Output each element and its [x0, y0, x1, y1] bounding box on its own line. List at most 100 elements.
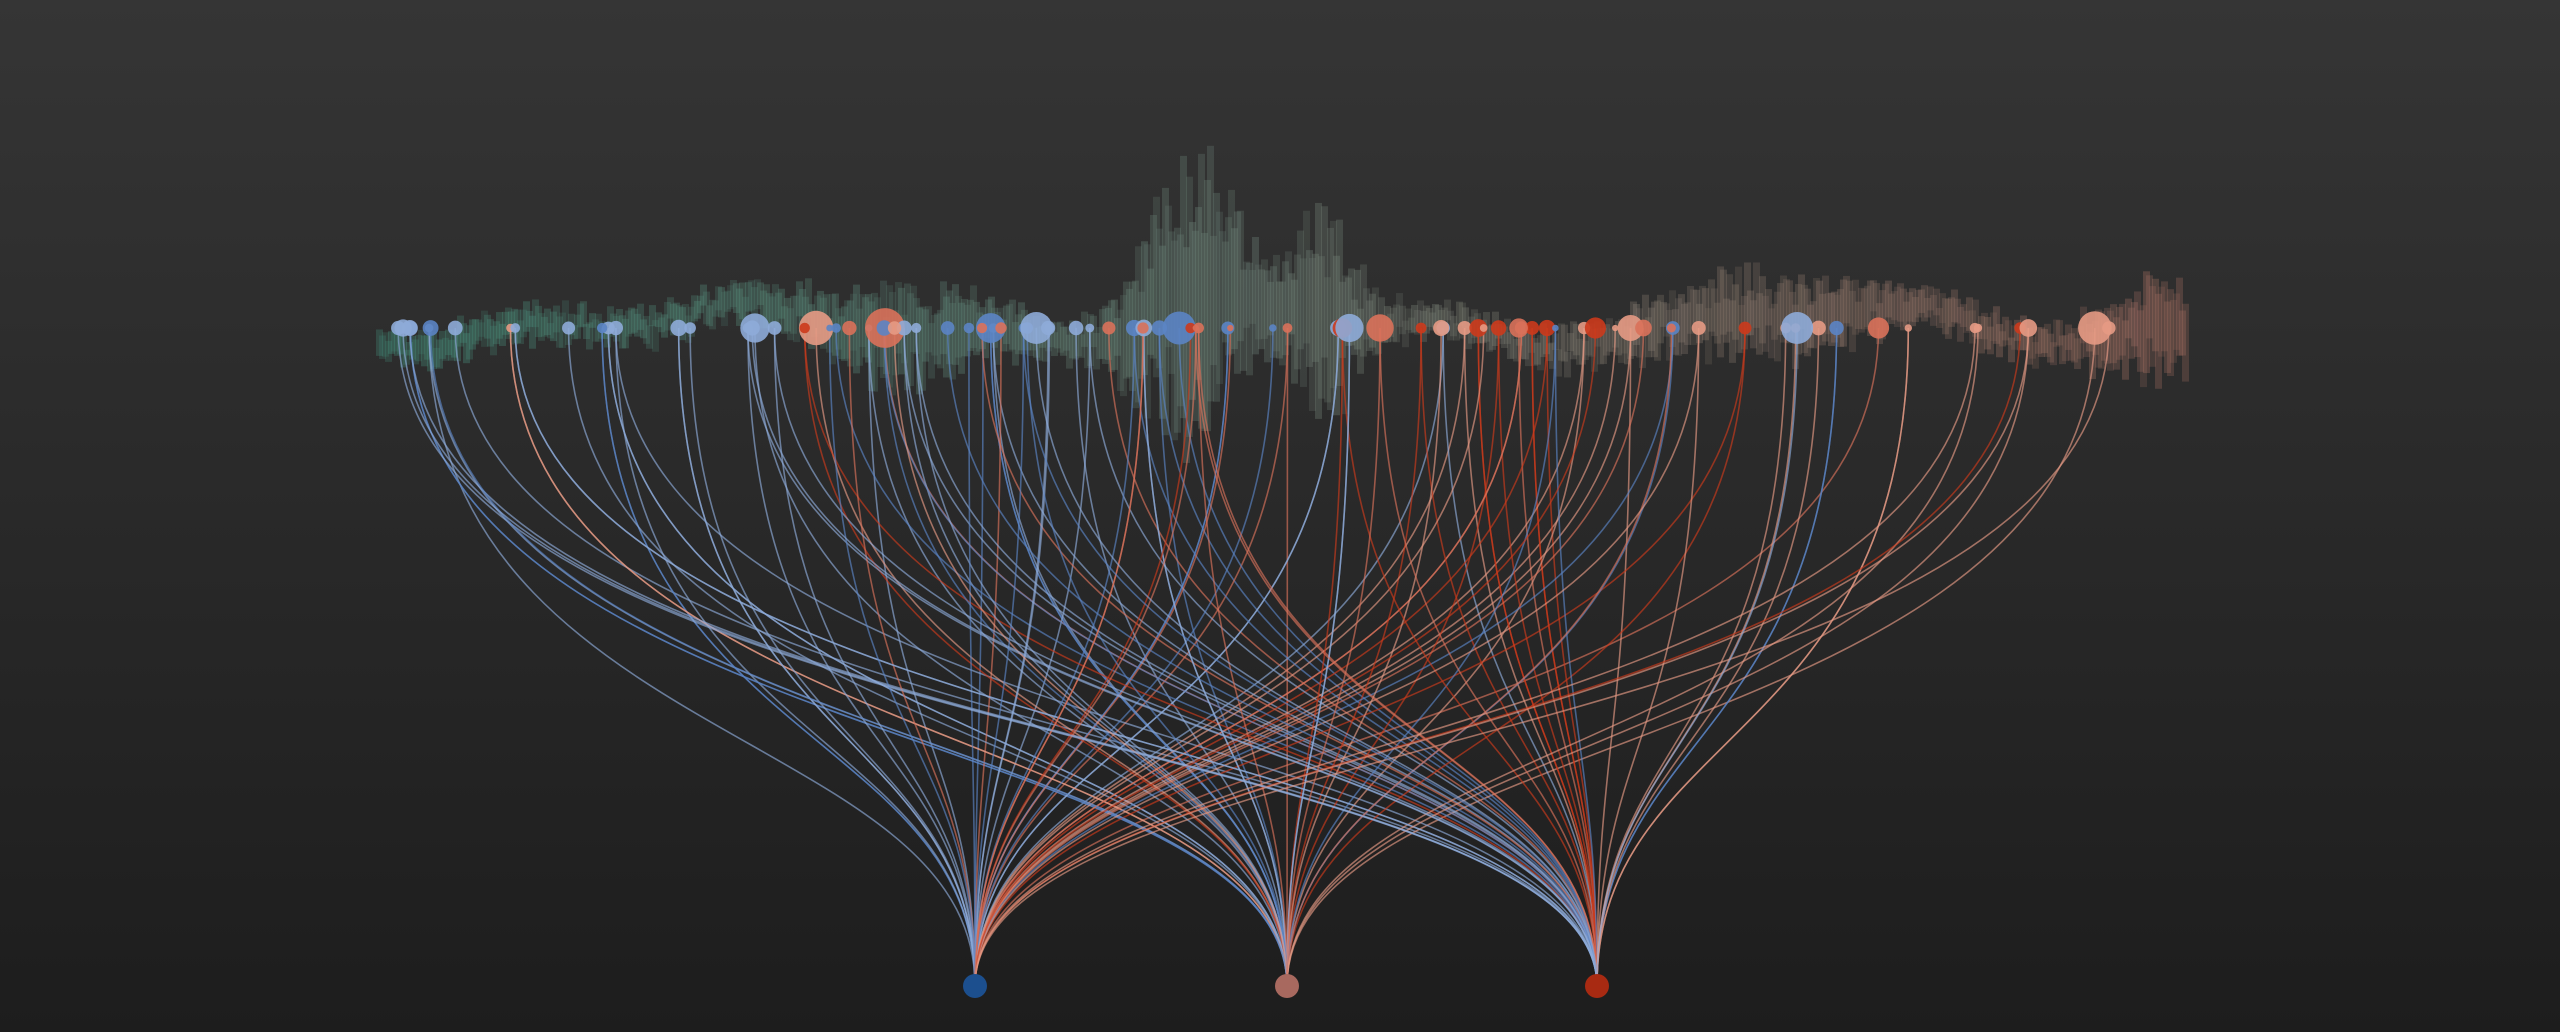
- node: [842, 320, 857, 336]
- wave-bar: [1525, 328, 1532, 367]
- link: [454, 327, 1598, 987]
- wave-bar: [2077, 326, 2084, 359]
- wave-bar: [1222, 241, 1229, 343]
- link: [835, 327, 1598, 987]
- wave-bar: [1669, 290, 1676, 348]
- wave-bar: [454, 330, 461, 362]
- wave-bar: [769, 296, 776, 326]
- wave-bar: [2119, 303, 2126, 356]
- node: [1514, 321, 1528, 335]
- wave-bar: [1180, 155, 1187, 419]
- wave-bar: [505, 307, 512, 339]
- wave-bar: [1996, 324, 2003, 358]
- wave-bar: [1702, 288, 1709, 341]
- wave-bar: [472, 319, 479, 345]
- wave-bar: [1852, 279, 1859, 335]
- wave-bar: [1942, 298, 1949, 335]
- wave-bar: [424, 335, 431, 360]
- wave-bar: [799, 289, 806, 329]
- wave-bar: [2110, 304, 2117, 364]
- node: [767, 321, 782, 335]
- link: [1158, 327, 1288, 987]
- wave-bar: [1846, 280, 1853, 327]
- wave-bar: [1843, 275, 1850, 324]
- wave-bar: [1015, 314, 1022, 355]
- wave-bar: [1315, 202, 1322, 419]
- wave-bar: [1597, 327, 1604, 365]
- wave-bar: [1357, 308, 1364, 374]
- wave-bar: [616, 308, 623, 330]
- wave-bar: [1306, 250, 1313, 367]
- node: [422, 320, 439, 336]
- wave-bar: [793, 295, 800, 343]
- wave-bar: [1291, 279, 1298, 384]
- wave-bar: [547, 323, 554, 339]
- wave-bar: [1687, 286, 1694, 334]
- wave-bar: [1426, 308, 1433, 327]
- wave-bar: [940, 281, 947, 355]
- wave-bar: [1909, 288, 1916, 327]
- wave-bar: [859, 294, 866, 348]
- wave-bar: [1201, 232, 1208, 431]
- wave-bar: [2128, 307, 2135, 359]
- wave-bar: [1912, 296, 1919, 323]
- wave-bar: [586, 322, 593, 350]
- wave-bar: [766, 293, 773, 328]
- wave-bar: [1774, 291, 1781, 362]
- node: [1457, 320, 1472, 336]
- wave-bar: [442, 337, 449, 361]
- wave-bar: [2134, 291, 2141, 358]
- wave-bar: [2164, 301, 2171, 373]
- wave-bar: [1405, 308, 1412, 331]
- node: [2102, 321, 2116, 335]
- link: [915, 327, 1288, 987]
- wave-bar: [856, 308, 863, 366]
- wave-bar: [1588, 323, 1595, 357]
- wave-bar: [754, 279, 761, 310]
- wave-bar: [385, 340, 392, 362]
- wave-bar: [907, 293, 914, 387]
- wave-bar: [592, 319, 599, 342]
- wave-bar: [2113, 317, 2120, 370]
- wave-bar: [469, 319, 476, 350]
- link: [1286, 327, 1422, 987]
- wave-bar: [1855, 301, 1862, 329]
- wave-bar: [1396, 293, 1403, 327]
- wave-bar: [2074, 338, 2081, 370]
- wave-bar: [2083, 331, 2090, 358]
- wave-bar: [1057, 321, 1064, 353]
- wave-bar: [1360, 264, 1367, 357]
- wave-bar: [517, 320, 524, 345]
- wave-bar: [1681, 303, 1688, 355]
- node: [1904, 324, 1913, 332]
- wave-bar: [1279, 281, 1286, 366]
- wave-bar: [1462, 307, 1469, 329]
- wave-bar: [781, 306, 788, 334]
- wave-bar: [949, 302, 956, 380]
- link: [1596, 327, 1700, 987]
- node: [887, 321, 902, 335]
- wave-bar: [1684, 302, 1691, 345]
- wave-bar: [2089, 332, 2096, 380]
- link: [1420, 327, 1598, 987]
- link: [1554, 327, 1598, 987]
- wave-bar: [532, 299, 539, 328]
- hubs: [963, 974, 1609, 998]
- wave-bar: [1162, 187, 1169, 436]
- link: [974, 327, 1746, 987]
- link: [402, 327, 1598, 987]
- wave-bar: [1402, 320, 1409, 348]
- wave-bar: [1069, 320, 1076, 359]
- wave-bar: [556, 316, 563, 348]
- wave-bar: [688, 306, 695, 337]
- node: [1185, 322, 1196, 334]
- wave-bar: [1867, 280, 1874, 336]
- node: [1085, 323, 1095, 333]
- wave-bar: [1711, 288, 1718, 337]
- node: [562, 321, 576, 335]
- wave-bar: [1837, 289, 1844, 347]
- link: [989, 327, 1288, 987]
- wave-bar: [763, 284, 770, 329]
- wave-bar: [1288, 273, 1295, 335]
